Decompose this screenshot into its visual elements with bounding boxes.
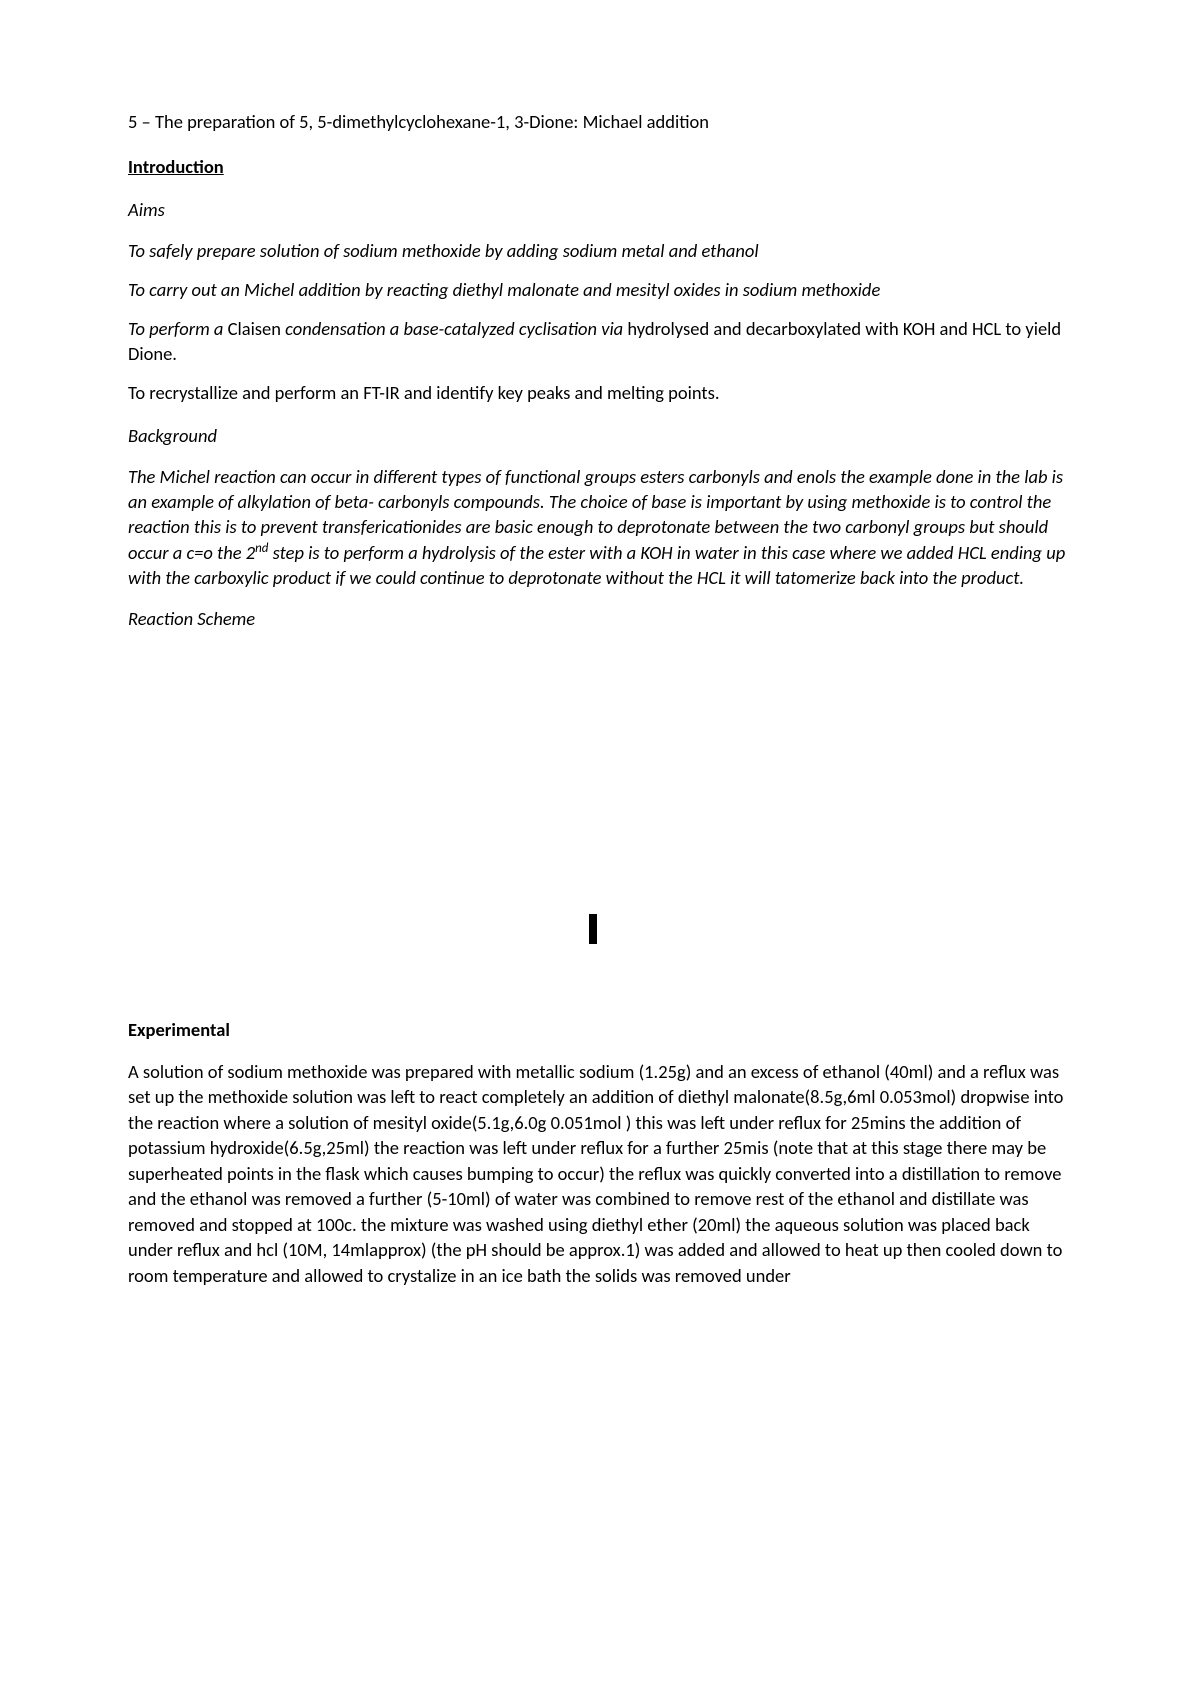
aim-1-text: To safely prepare solution of sodium met…	[128, 239, 759, 262]
background-paragraph: The Michel reaction can occur in differe…	[128, 465, 1070, 591]
background-heading-text: Background	[128, 424, 217, 447]
experimental-paragraph: A solution of sodium methoxide was prepa…	[128, 1059, 1070, 1289]
reaction-scheme-heading: Reaction Scheme	[128, 607, 1070, 632]
background-text-b: step is to perform a hydrolysis of the e…	[128, 541, 1065, 589]
experimental-heading: Experimental	[128, 1018, 1070, 1043]
experimental-heading-text: Experimental	[128, 1018, 230, 1041]
background-superscript: nd	[255, 541, 268, 556]
aim-item-3: To perform a Claisen condensation a base…	[128, 317, 1070, 367]
introduction-heading: Introduction	[128, 155, 1070, 180]
aims-heading: Aims	[128, 198, 1070, 223]
document-title: 5 – The preparation of 5, 5-dimethylcycl…	[128, 110, 1070, 135]
aim-3-prefix: To perform a	[128, 317, 228, 340]
aim-item-2: To carry out an Michel addition by react…	[128, 278, 1070, 303]
aim-item-1: To safely prepare solution of sodium met…	[128, 239, 1070, 264]
title-text: 5 – The preparation of 5, 5-dimethylcycl…	[128, 110, 709, 133]
reaction-heading-text: Reaction Scheme	[128, 607, 255, 630]
aim-4-text: To recrystallize and perform an FT-IR an…	[128, 381, 720, 404]
aim-2-text: To carry out an Michel addition by react…	[128, 278, 880, 301]
aim-3-claisen: Claisen	[228, 317, 286, 340]
aim-item-4: To recrystallize and perform an FT-IR an…	[128, 381, 1070, 406]
aims-list: To safely prepare solution of sodium met…	[128, 239, 1070, 406]
reaction-scheme-placeholder	[128, 648, 1070, 1018]
experimental-text: A solution of sodium methoxide was prepa…	[128, 1060, 1063, 1287]
aim-3-mid: condensation a base-catalyzed cyclisatio…	[285, 317, 627, 340]
background-heading: Background	[128, 424, 1070, 449]
intro-heading-text: Introduction	[128, 155, 224, 178]
text-cursor-icon	[589, 914, 597, 944]
aims-heading-text: Aims	[128, 198, 165, 221]
